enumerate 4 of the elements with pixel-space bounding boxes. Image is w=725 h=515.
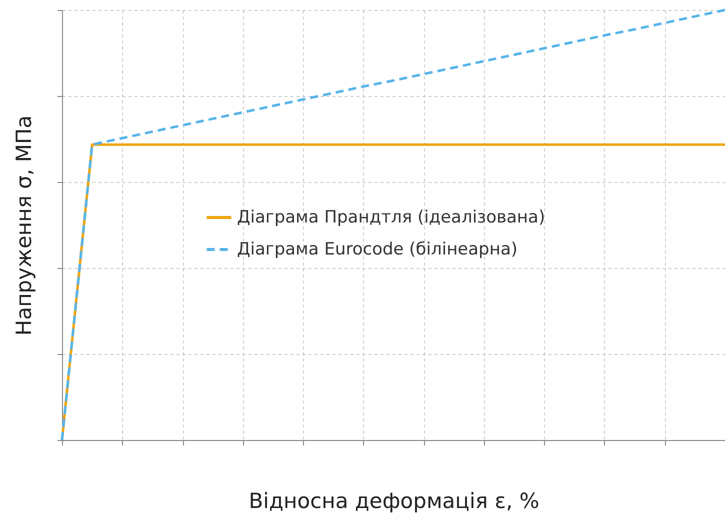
legend-label: Діаграма Eurocode (білінеарна)	[237, 240, 518, 260]
legend-label: Діаграма Прандтля (ідеалізована)	[237, 208, 546, 228]
x-axis-title: Відносна деформація ε, %	[248, 489, 540, 513]
y-axis-title: Напруження σ, МПа	[12, 115, 36, 336]
